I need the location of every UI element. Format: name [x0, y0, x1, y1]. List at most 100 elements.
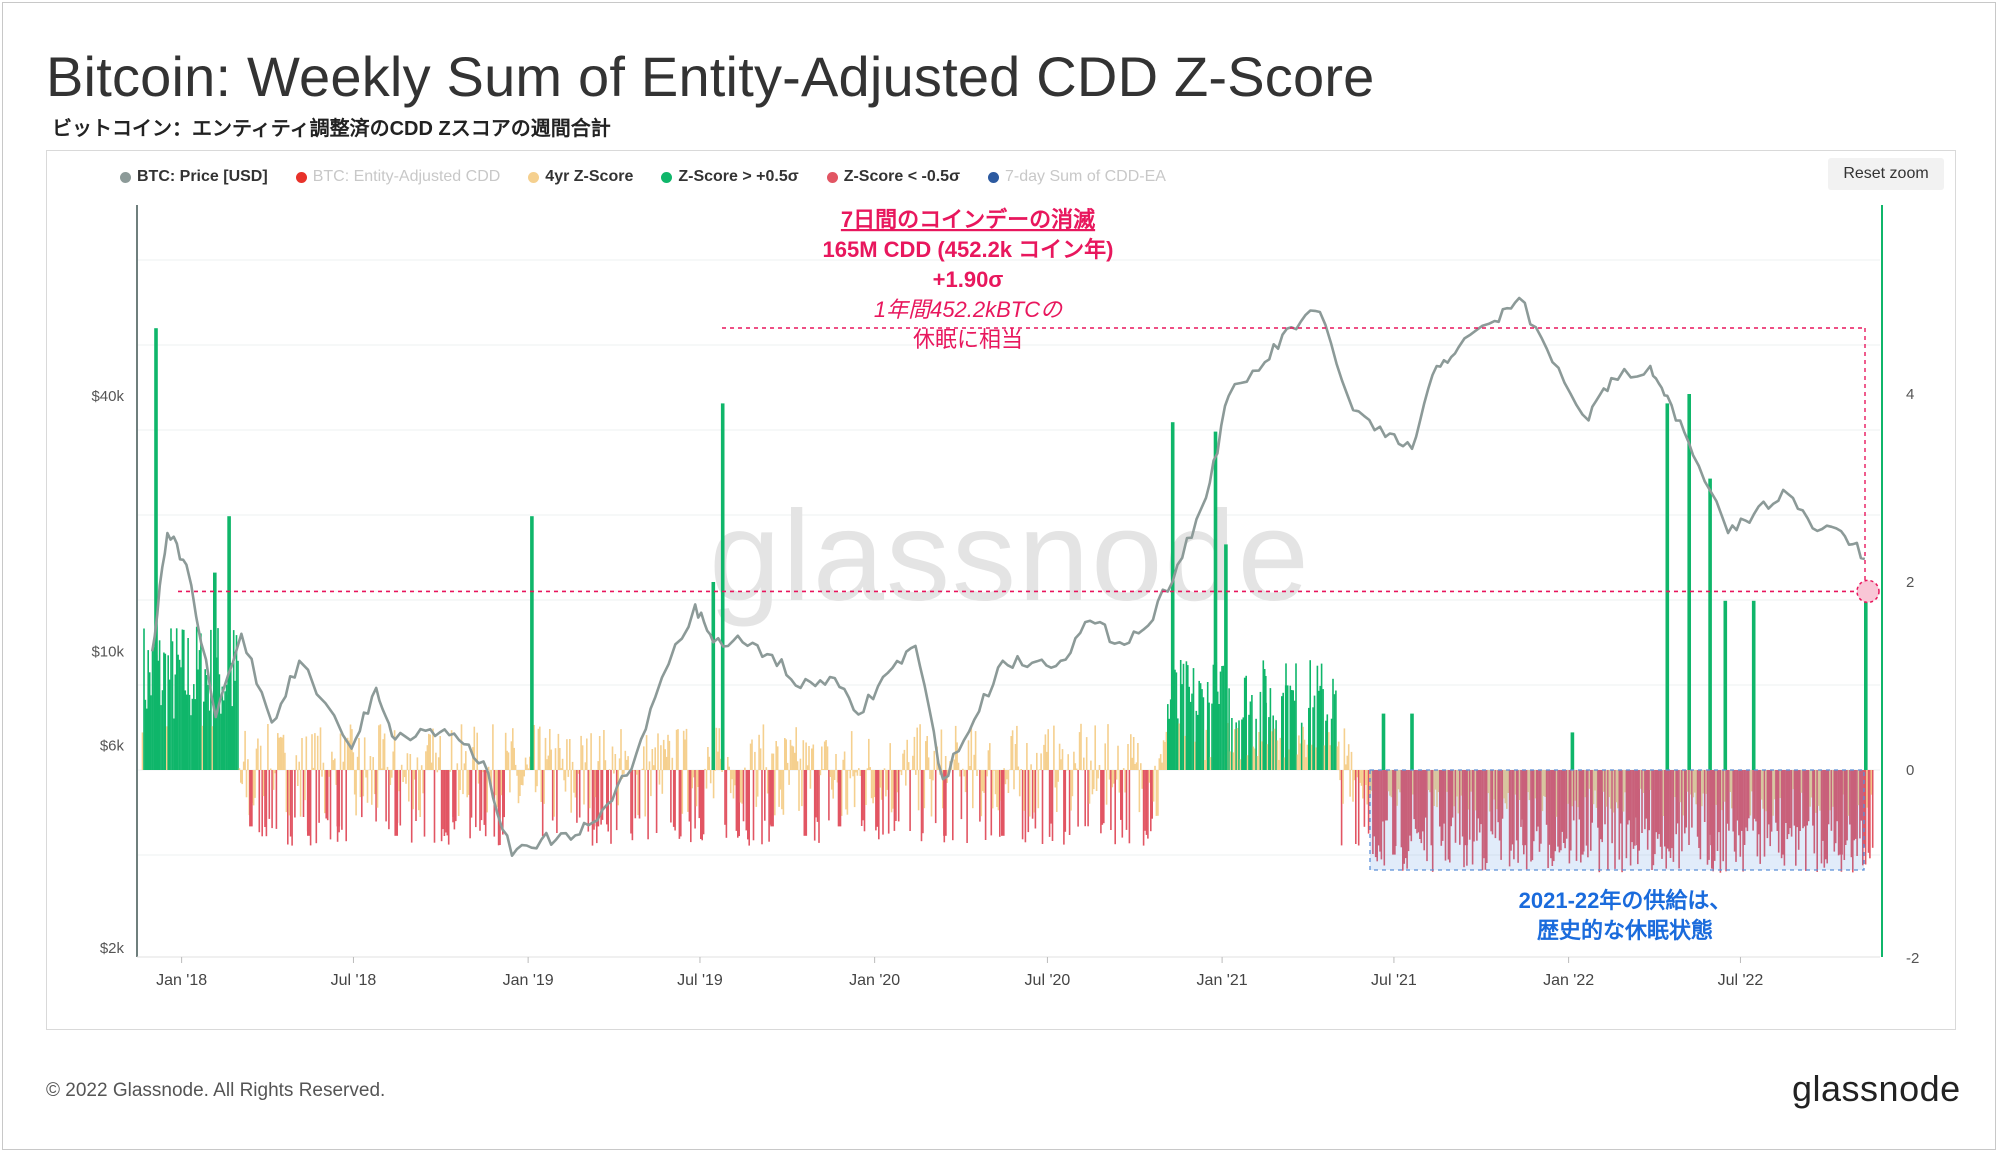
zscore-bar: [1232, 752, 1235, 770]
zscore-bar: [785, 739, 787, 770]
zscore-bar: [415, 770, 417, 821]
zscore-bar: [269, 768, 272, 770]
zscore-bar: [944, 756, 947, 770]
zscore-bar: [184, 690, 187, 770]
zscore-bar: [625, 759, 628, 770]
legend-item[interactable]: BTC: Entity-Adjusted CDD: [295, 168, 500, 186]
zscore-bar: [1410, 770, 1413, 842]
zscore-bar: [801, 770, 803, 807]
legend-item[interactable]: Z-Score < -0.5σ: [826, 168, 960, 186]
zscore-bar: [1758, 770, 1760, 835]
zscore-bar: [1675, 770, 1677, 835]
zscore-bar: [291, 770, 293, 846]
zscore-bar: [771, 753, 773, 770]
zscore-bar: [1822, 770, 1824, 841]
zscore-bar: [365, 770, 367, 778]
zscore-bar: [724, 770, 726, 825]
zscore-bar: [846, 770, 849, 815]
zscore-bar: [1246, 755, 1249, 770]
zscore-bar: [1588, 770, 1591, 789]
zscore-spike-bar: [595, 770, 600, 827]
zscore-bar: [747, 770, 749, 840]
zscore-bar: [502, 770, 504, 835]
zscore-bar: [1806, 770, 1808, 826]
zscore-bar: [385, 770, 387, 822]
zscore-bar: [1538, 770, 1541, 852]
zscore-bar: [1216, 691, 1219, 770]
zscore-bar: [614, 754, 617, 770]
zscore-spike-bar: [394, 770, 398, 836]
zscore-bar: [1114, 770, 1116, 845]
zscore-bar: [1346, 755, 1349, 770]
zscore-bar: [963, 770, 965, 777]
zscore-bar: [574, 770, 577, 798]
zscore-bar: [1407, 770, 1410, 852]
zscore-bar: [1641, 770, 1643, 833]
zscore-bar: [197, 669, 199, 770]
legend-item[interactable]: BTC: Price [USD]: [120, 168, 268, 186]
zscore-bar: [1185, 661, 1188, 770]
zscore-bar: [657, 733, 659, 770]
zscore-bar: [967, 740, 970, 770]
zscore-bar: [1797, 770, 1800, 850]
zscore-bar: [1809, 770, 1811, 807]
zscore-bar: [437, 757, 440, 770]
zscore-bar: [923, 770, 926, 809]
zscore-bar: [822, 769, 824, 770]
zscore-bar: [1525, 770, 1528, 870]
zscore-bar: [1824, 770, 1827, 860]
zscore-bar: [709, 770, 712, 784]
zscore-bar: [285, 770, 288, 813]
zscore-bar: [509, 770, 511, 793]
legend-item[interactable]: 4yr Z-Score: [528, 168, 633, 186]
zscore-bar: [1498, 770, 1501, 841]
zscore-bar: [1753, 770, 1756, 819]
zscore-bar: [1118, 770, 1121, 793]
zscore-bar: [1167, 704, 1169, 770]
zscore-bar: [1154, 765, 1156, 770]
btc-price-line: [150, 296, 1866, 858]
zscore-bar: [1125, 770, 1128, 830]
zscore-bar: [698, 770, 701, 819]
legend-item[interactable]: 7-day Sum of CDD-EA: [988, 168, 1166, 186]
zscore-bar: [781, 770, 783, 810]
zscore-bar: [1450, 770, 1452, 827]
zscore-bar: [1520, 770, 1522, 827]
left-axis-tick-label: $40k: [91, 388, 124, 405]
zscore-bar: [1511, 770, 1514, 845]
zscore-bar: [836, 770, 839, 783]
legend-item[interactable]: Z-Score > +0.5σ: [661, 168, 799, 186]
zscore-bar: [1365, 770, 1367, 785]
zscore-bar: [1871, 770, 1874, 848]
brand-logo: glassnode: [1792, 1068, 1961, 1109]
zscore-bar: [430, 762, 433, 770]
zscore-bar: [271, 770, 273, 829]
zscore-bar: [1451, 770, 1454, 818]
zscore-bar: [393, 730, 396, 770]
reset-zoom-button[interactable]: Reset zoom: [1828, 158, 1944, 190]
zscore-bar: [549, 729, 551, 770]
zscore-bar: [1444, 770, 1447, 861]
zscore-bar: [1222, 665, 1225, 770]
zscore-bar: [272, 770, 275, 790]
zscore-bar: [567, 770, 570, 777]
zscore-bar: [1481, 770, 1484, 871]
zscore-bar: [915, 770, 917, 775]
zscore-bar: [1776, 770, 1779, 831]
zscore-bar: [1122, 768, 1125, 770]
zscore-bar: [1570, 770, 1572, 851]
zscore-bar: [1275, 720, 1277, 770]
zscore-bar: [190, 715, 192, 770]
zscore-bar: [761, 770, 763, 845]
zscore-bar: [476, 732, 478, 770]
zscore-bar: [540, 770, 543, 802]
zscore-bar: [1726, 770, 1729, 824]
zscore-bar: [440, 770, 443, 842]
zscore-bar: [1189, 701, 1192, 770]
zscore-bar: [953, 759, 955, 770]
zscore-bar: [522, 770, 524, 786]
zscore-bar: [910, 769, 913, 770]
zscore-bar: [779, 770, 782, 790]
zscore-bar: [1607, 770, 1609, 870]
zscore-bar: [569, 739, 571, 770]
